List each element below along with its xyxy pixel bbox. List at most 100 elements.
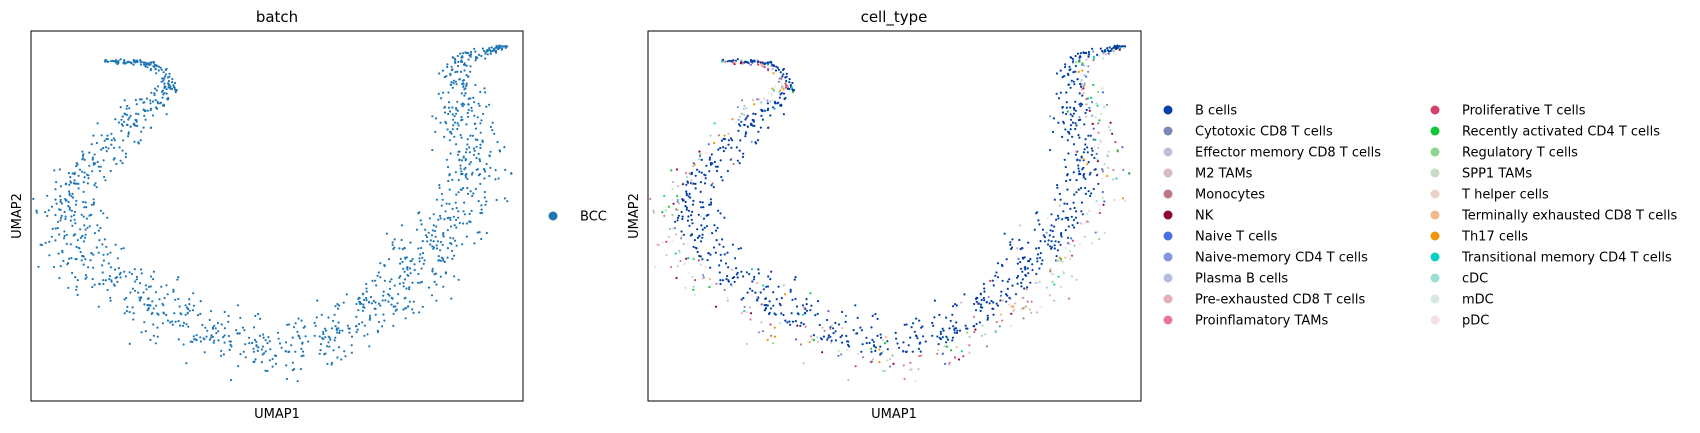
cell-type-point	[869, 347, 873, 350]
batch-point	[84, 258, 87, 261]
batch-point	[80, 213, 83, 216]
cell-type-legend-marker	[1163, 126, 1173, 136]
batch-point	[124, 275, 127, 278]
cell-type-point	[1041, 259, 1044, 262]
cell-type-point	[736, 106, 740, 109]
cell-type-point	[1056, 259, 1059, 262]
cell-type-point	[1057, 275, 1060, 278]
cell-type-point	[1086, 212, 1089, 215]
batch-point	[482, 112, 485, 116]
cell-type-point	[722, 150, 726, 153]
batch-point	[300, 319, 303, 322]
cell-type-point	[1048, 234, 1051, 237]
cell-type-point	[652, 209, 655, 212]
cell-type-point	[701, 273, 705, 277]
cell-type-point	[749, 287, 752, 290]
batch-point	[405, 256, 408, 259]
cell-type-point	[980, 298, 983, 301]
cell-type-point	[1014, 302, 1017, 305]
cell-type-point	[1080, 156, 1083, 159]
cell-type-point	[780, 103, 783, 106]
cell-type-legend-marker	[1163, 231, 1173, 241]
cell-type-point	[1005, 258, 1008, 261]
batch-point	[452, 124, 455, 127]
batch-point	[139, 139, 142, 142]
cell-type-point	[1105, 103, 1109, 106]
batch-point	[171, 320, 174, 323]
cell-type-point	[802, 323, 805, 326]
batch-point	[55, 202, 58, 205]
batch-point	[394, 305, 397, 308]
batch-point	[390, 303, 393, 306]
batch-point	[452, 79, 455, 82]
cell-type-point	[945, 341, 948, 344]
cell-type-point	[773, 107, 776, 110]
batch-point	[63, 235, 66, 238]
batch-point	[235, 329, 238, 332]
cell-type-point	[691, 203, 695, 206]
batch-point	[164, 75, 167, 78]
batch-point	[467, 108, 470, 112]
batch-point	[167, 86, 170, 89]
cell-type-point	[717, 209, 720, 212]
batch-point	[379, 304, 382, 307]
cell-type-point	[1092, 83, 1095, 87]
batch-point	[91, 158, 94, 161]
cell-type-point	[1107, 125, 1110, 129]
cell-type-point	[762, 288, 765, 291]
batch-point	[322, 332, 325, 336]
batch-point	[452, 56, 455, 59]
cell-type-point	[718, 264, 721, 267]
cell-type-point	[721, 238, 724, 241]
cell-type-point	[1074, 100, 1077, 103]
batch-point	[477, 200, 480, 203]
batch-point	[307, 340, 310, 343]
batch-point	[78, 247, 81, 250]
batch-point	[363, 334, 366, 337]
batch-point	[461, 82, 464, 86]
cell-type-point	[1074, 109, 1077, 112]
batch-point	[278, 342, 282, 345]
cell-type-point	[1046, 217, 1049, 220]
batch-point	[219, 354, 223, 357]
batch-point	[228, 348, 231, 351]
batch-point	[138, 282, 142, 285]
batch-point	[467, 103, 470, 106]
batch-point	[192, 292, 195, 295]
batch-point	[264, 350, 267, 353]
cell-type-point	[801, 313, 805, 316]
cell-type-point	[1103, 49, 1106, 52]
batch-point	[411, 281, 414, 284]
batch-point	[181, 324, 185, 327]
batch-point	[437, 92, 440, 95]
cell-type-point	[973, 302, 976, 306]
cell-type-point	[1077, 188, 1080, 191]
batch-point	[238, 332, 241, 335]
cell-type-point	[1091, 114, 1094, 117]
batch-point	[466, 186, 469, 190]
batch-point	[357, 296, 361, 299]
cell-type-point	[696, 228, 699, 231]
cell-type-point	[1039, 252, 1042, 255]
batch-point	[302, 326, 305, 329]
batch-point	[438, 259, 441, 262]
batch-point	[362, 293, 365, 296]
cell-type-legend-label: B cells	[1195, 104, 1237, 119]
cell-type-point	[1055, 72, 1058, 75]
batch-point	[430, 234, 434, 237]
batch-point	[88, 225, 91, 228]
cell-type-point	[738, 115, 742, 118]
batch-point	[469, 190, 472, 193]
batch-point	[125, 107, 128, 110]
batch-point	[120, 118, 123, 121]
cell-type-point	[812, 339, 816, 342]
cell-type-point	[938, 336, 941, 340]
cell-type-point	[693, 279, 697, 282]
batch-point	[83, 176, 86, 179]
batch-point	[488, 47, 491, 50]
batch-point	[106, 134, 109, 137]
batch-point	[419, 281, 422, 284]
cell-type-point	[757, 272, 761, 275]
cell-type-point	[757, 331, 761, 334]
batch-point	[199, 336, 202, 339]
